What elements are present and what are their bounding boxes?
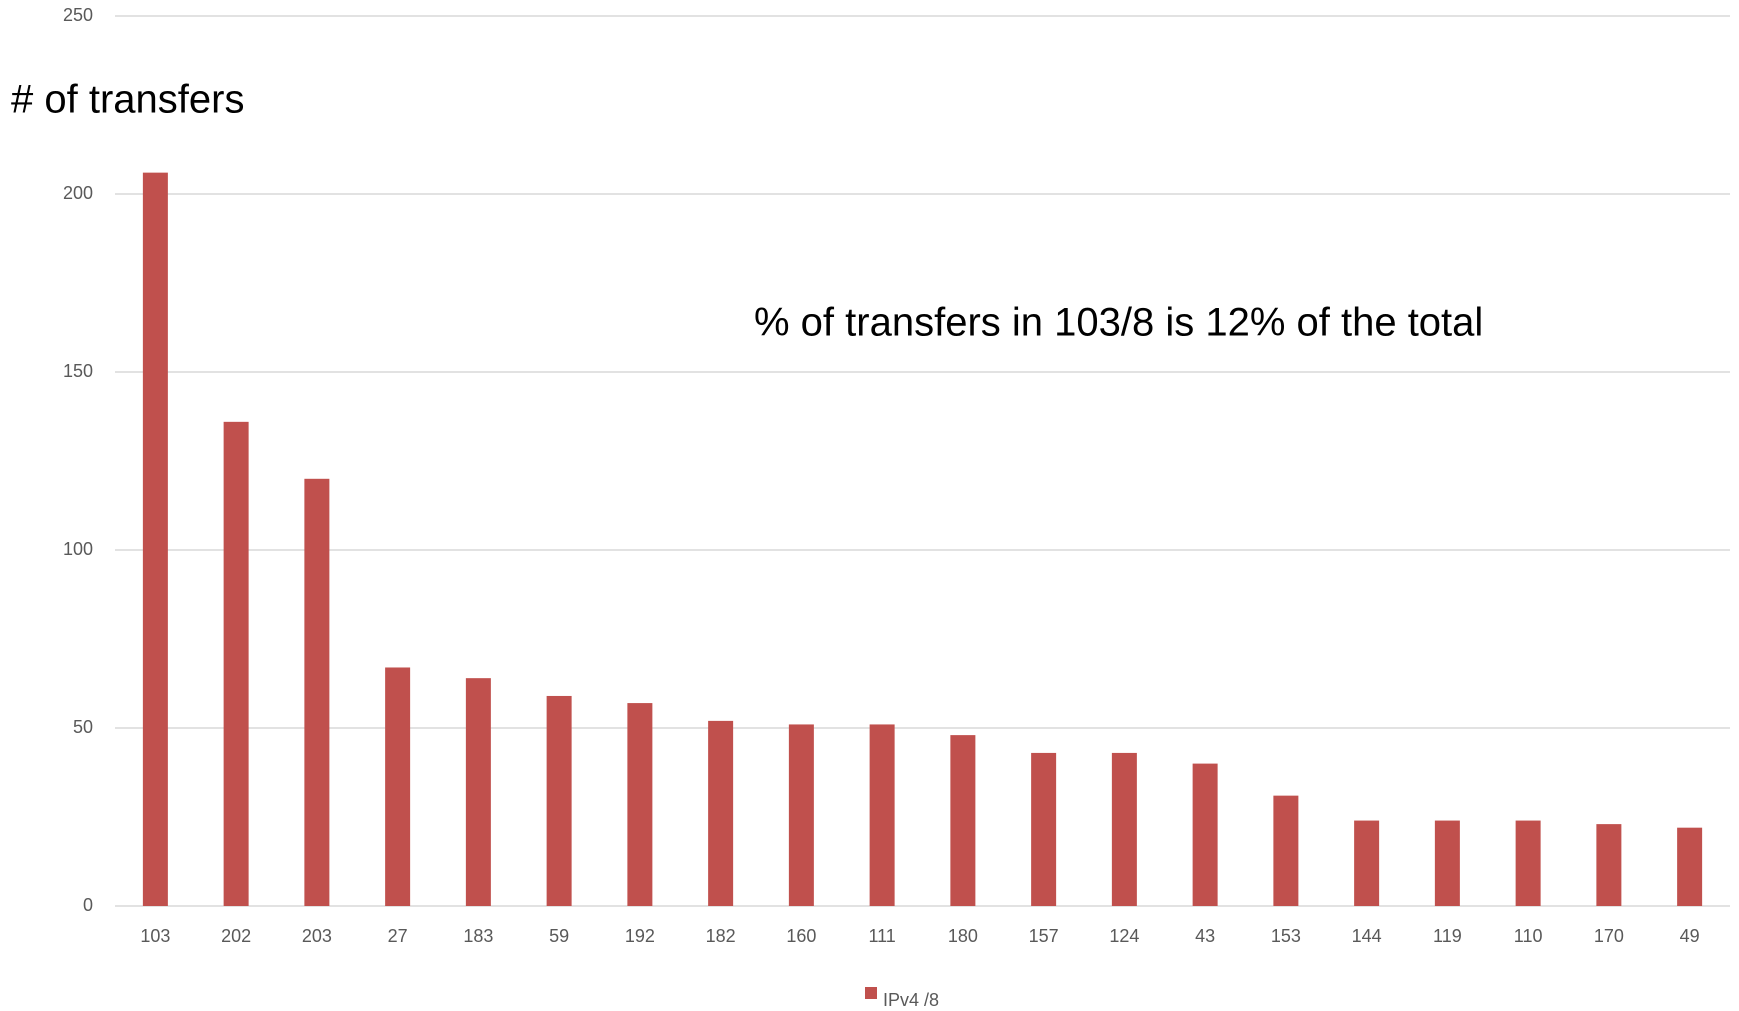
y-tick-label: 100 [63,539,93,559]
bar [385,667,411,906]
x-tick-label: 202 [221,926,251,946]
x-tick-label: 170 [1594,926,1624,946]
legend-swatch [865,987,877,999]
y-tick-label: 200 [63,183,93,203]
x-tick-label: 153 [1271,926,1301,946]
bar [708,720,734,906]
bar [142,172,168,906]
bar [1596,824,1622,906]
bar [1031,752,1057,906]
bar [223,421,249,906]
x-tick-label: 110 [1514,926,1543,946]
x-tick-label: 27 [388,926,408,946]
bar [1434,820,1460,906]
x-tick-label: 49 [1680,926,1700,946]
x-tick-label: 203 [302,926,332,946]
x-tick-label: 124 [1109,926,1139,946]
legend-label: IPv4 /8 [883,990,939,1010]
y-tick-label: 150 [63,361,93,381]
bar [1354,820,1380,906]
bar [546,695,572,906]
bar [1111,752,1137,906]
bar [627,703,653,906]
bar [1515,820,1541,906]
bar [869,724,895,906]
annotation: % of transfers in 103/8 is 12% of the to… [754,301,1483,345]
x-tick-label: 43 [1195,926,1215,946]
x-tick-label: 144 [1352,926,1382,946]
x-tick-label: 180 [948,926,978,946]
y-tick-label: 50 [73,717,93,737]
bar [304,478,330,906]
bar [788,724,814,906]
x-tick-label: 59 [549,926,569,946]
x-tick-label: 192 [625,926,655,946]
y-tick-label: 250 [63,5,93,25]
x-tick-label: 119 [1433,926,1462,946]
x-tick-label: 103 [140,926,170,946]
bar [1192,763,1218,906]
bar [1677,827,1703,906]
x-tick-label: 160 [786,926,816,946]
y-tick-label: 0 [83,895,93,915]
x-tick-label: 111 [868,926,895,946]
bar [1273,795,1299,906]
bar [950,735,976,906]
x-tick-label: 157 [1029,926,1059,946]
x-tick-label: 183 [463,926,493,946]
bar [465,678,491,906]
x-tick-label: 182 [706,926,736,946]
y-axis-label: # of transfers [11,78,244,122]
